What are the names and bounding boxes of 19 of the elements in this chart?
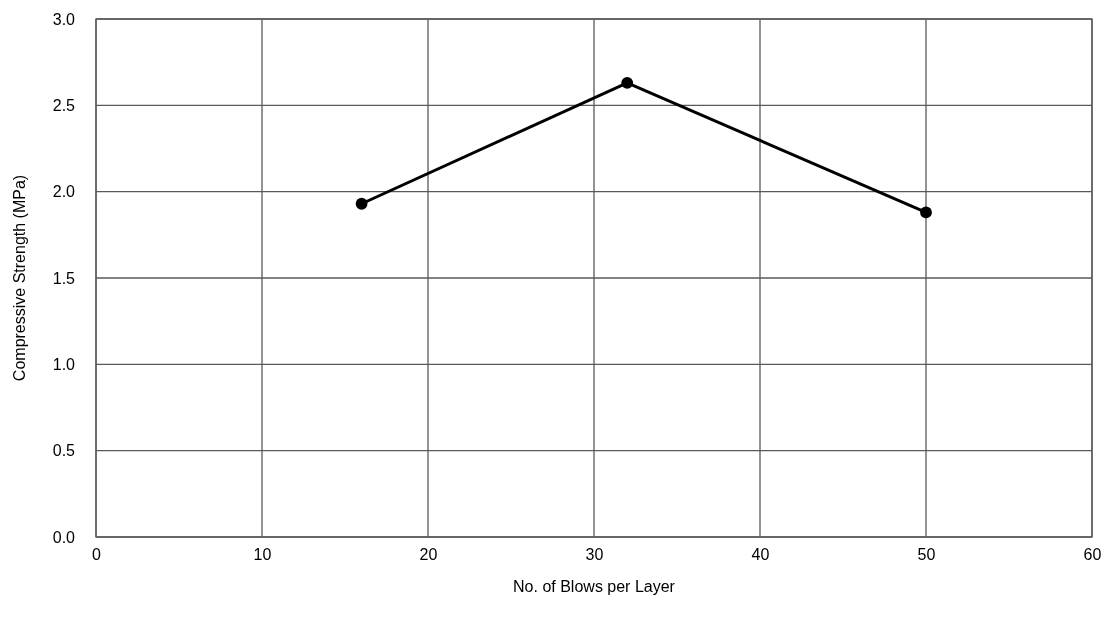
x-tick-label: 20	[419, 546, 438, 564]
x-tick-label: 50	[917, 546, 936, 564]
y-tick-label: 0.5	[52, 442, 76, 460]
point	[621, 76, 634, 89]
x-tick-label: 0	[92, 546, 102, 564]
y-tick-label: 2.0	[52, 183, 76, 201]
x-tick-label: 10	[253, 546, 272, 564]
x-tick-label: 60	[1083, 546, 1102, 564]
y-tick-label: 0.0	[52, 528, 76, 546]
y-axis-title: Compressive Strength (MPa)	[11, 174, 28, 382]
x-axis-title: No. of Blows per Layer	[513, 578, 676, 595]
y-tick-label: 2.5	[52, 96, 76, 114]
y-tick-label: 3.0	[52, 10, 76, 28]
y-tick-label: 1.0	[52, 355, 76, 373]
x-tick-label: 30	[585, 546, 604, 564]
point	[920, 206, 932, 219]
point	[355, 197, 368, 210]
y-tick-label: 1.5	[52, 269, 76, 287]
x-tick-label: 40	[751, 546, 770, 564]
